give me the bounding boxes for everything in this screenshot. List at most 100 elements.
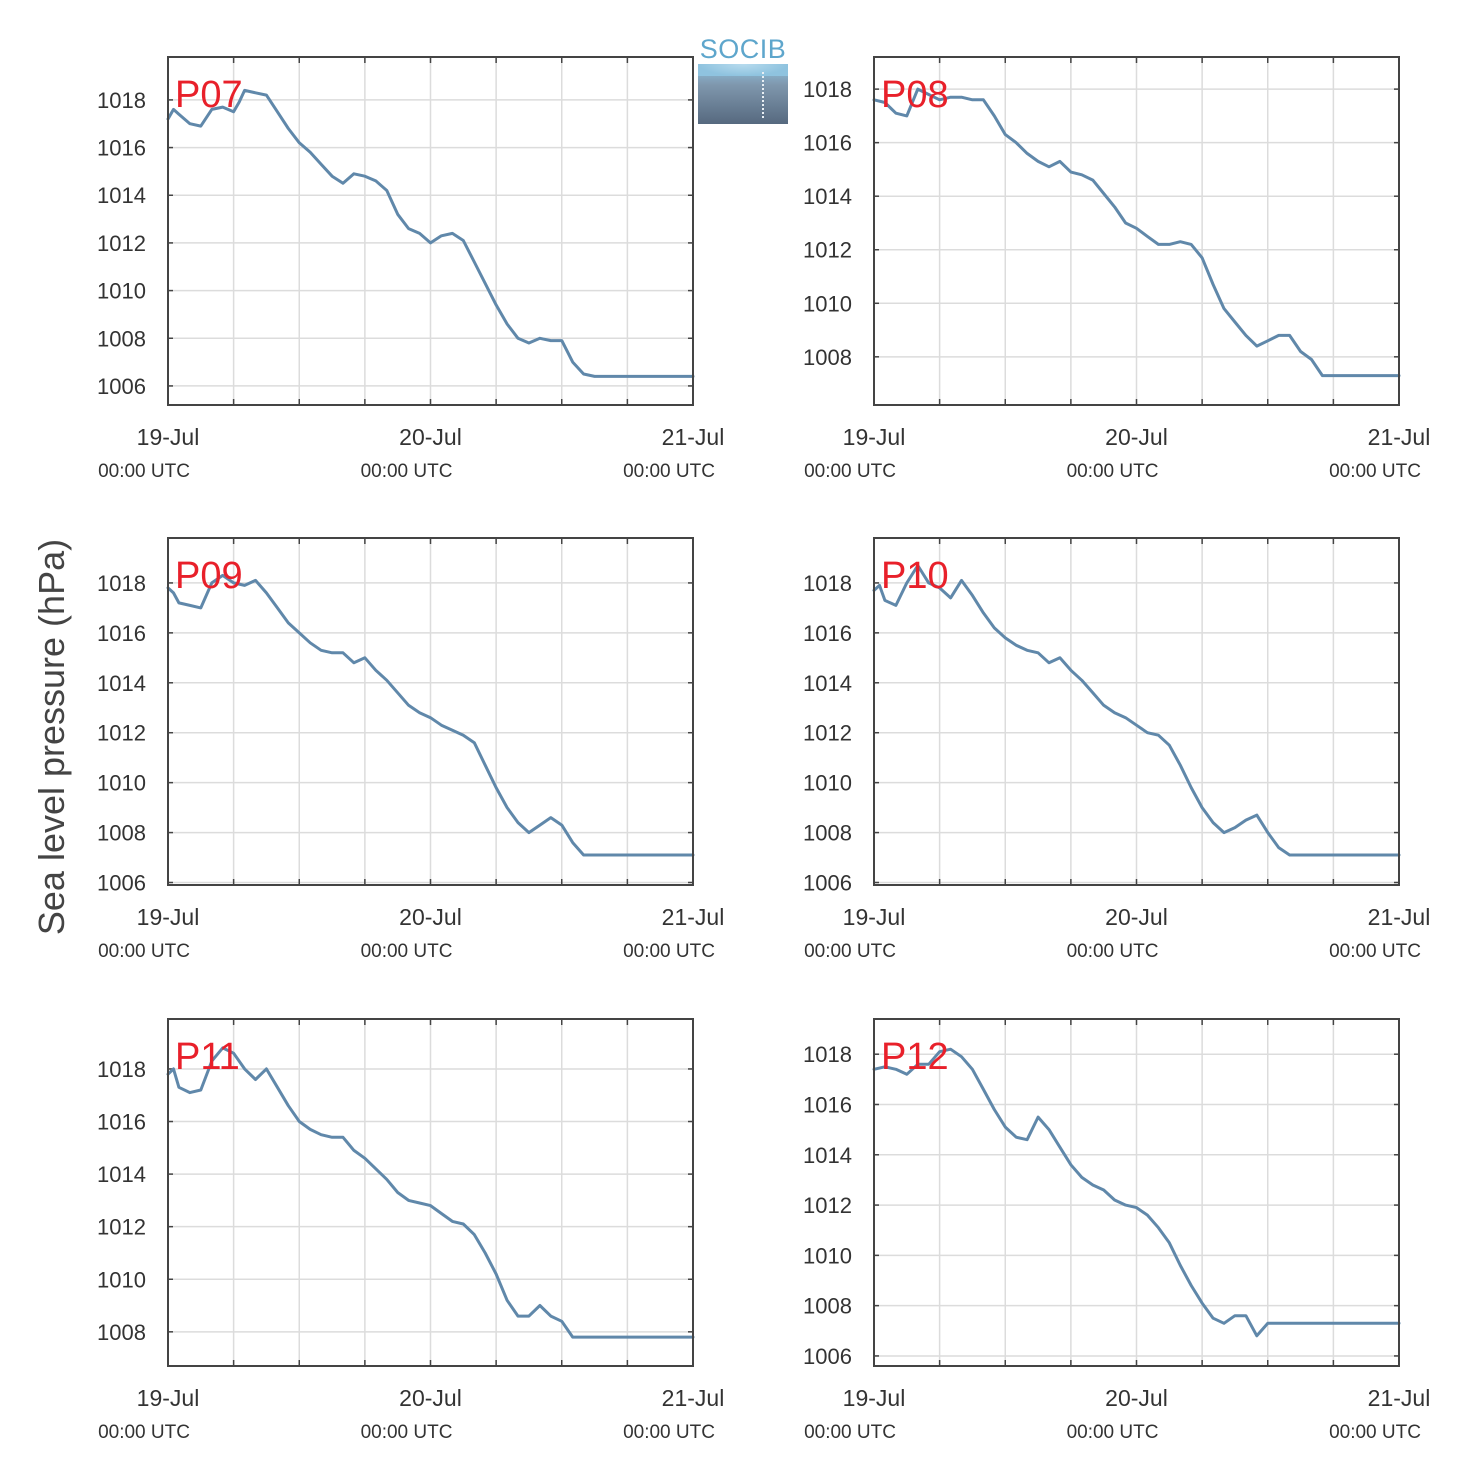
x-tick-label-time: 00:00 UTC xyxy=(1329,461,1421,482)
y-tick-label: 1006 xyxy=(97,871,146,896)
y-tick-label: 1016 xyxy=(803,131,852,156)
y-tick-label: 1008 xyxy=(97,326,146,351)
y-tick-label: 1008 xyxy=(97,821,146,846)
x-tick-label-time: 00:00 UTC xyxy=(623,941,715,962)
y-tick-label: 1016 xyxy=(803,621,852,646)
y-tick-label: 1012 xyxy=(97,721,146,746)
plot-frame xyxy=(167,537,694,886)
y-tick-label: 1012 xyxy=(97,231,146,256)
y-tick-label: 1016 xyxy=(97,136,146,161)
panel-p07: 1006 1008 1010 1012 1014 1016 1018 19-Jul 00:00 … xyxy=(97,56,725,482)
plot-frame xyxy=(873,1018,1400,1367)
y-tick-label: 1018 xyxy=(97,88,146,113)
series-line xyxy=(166,88,695,378)
y-tick-label: 1014 xyxy=(97,183,146,208)
y-tick-label: 1010 xyxy=(803,1243,852,1268)
x-tick-label-time: 00:00 UTC xyxy=(804,941,896,962)
x-tick-label-day: 21-Jul xyxy=(1368,1385,1431,1411)
panel-p10: 1006 1008 1010 1012 1014 1016 1018 19-Jul 00:00 … xyxy=(803,537,1431,962)
y-tick-label: 1016 xyxy=(97,1110,146,1135)
panel-p11: 1008 1010 1012 1014 1016 1018 19-Jul 00:00 UTC 2… xyxy=(97,1018,725,1443)
plot-frame xyxy=(873,537,1400,886)
x-tick-label-day: 21-Jul xyxy=(662,1385,725,1411)
x-tick-label-time: 00:00 UTC xyxy=(623,1422,715,1443)
x-tick-label-day: 20-Jul xyxy=(1105,424,1168,450)
x-tick-label-time: 00:00 UTC xyxy=(1067,941,1159,962)
x-tick-label-day: 20-Jul xyxy=(1105,1385,1168,1411)
logo-text: SOCIB xyxy=(699,34,787,64)
station-label: P09 xyxy=(175,555,243,597)
y-tick-label: 1006 xyxy=(803,1344,852,1369)
x-tick-label-day: 19-Jul xyxy=(843,424,906,450)
x-tick-label-time: 00:00 UTC xyxy=(1329,1422,1421,1443)
plot-frame xyxy=(167,1018,694,1367)
y-tick-label: 1012 xyxy=(803,721,852,746)
x-tick-label-day: 20-Jul xyxy=(399,1385,462,1411)
y-tick-label: 1008 xyxy=(803,345,852,370)
y-tick-label: 1014 xyxy=(97,1162,146,1187)
x-tick-label-time: 00:00 UTC xyxy=(1067,461,1159,482)
series-line xyxy=(166,1046,695,1339)
plot-frame xyxy=(873,56,1400,406)
y-tick-label: 1014 xyxy=(803,1143,852,1168)
x-tick-label-day: 20-Jul xyxy=(399,424,462,450)
series-line xyxy=(166,573,695,857)
socib-logo: SOCIB xyxy=(698,34,788,126)
logo-wave xyxy=(698,64,788,76)
x-tick-label-day: 21-Jul xyxy=(1368,904,1431,930)
x-tick-label-day: 21-Jul xyxy=(1368,424,1431,450)
logo-dashes xyxy=(762,72,764,118)
x-tick-label-time: 00:00 UTC xyxy=(361,941,453,962)
x-tick-label-day: 20-Jul xyxy=(399,904,462,930)
station-label: P10 xyxy=(881,555,949,597)
x-tick-label-time: 00:00 UTC xyxy=(804,461,896,482)
station-label: P08 xyxy=(881,74,949,116)
x-tick-label-time: 00:00 UTC xyxy=(361,1422,453,1443)
series-line xyxy=(872,87,1401,378)
series-line xyxy=(872,1047,1401,1338)
y-tick-label: 1018 xyxy=(803,1042,852,1067)
x-tick-label-time: 00:00 UTC xyxy=(98,461,190,482)
y-tick-label: 1012 xyxy=(97,1215,146,1240)
y-tick-label: 1012 xyxy=(803,1193,852,1218)
y-tick-label: 1016 xyxy=(803,1092,852,1117)
x-tick-label-day: 21-Jul xyxy=(662,424,725,450)
y-tick-label: 1010 xyxy=(803,771,852,796)
station-label: P07 xyxy=(175,74,243,116)
y-tick-label: 1018 xyxy=(97,1057,146,1082)
logo-emblem xyxy=(698,64,788,124)
panel-p12: 1006 1008 1010 1012 1014 1016 1018 19-Jul 00:00 … xyxy=(803,1018,1431,1443)
y-tick-label: 1014 xyxy=(97,671,146,696)
y-tick-label: 1010 xyxy=(97,1267,146,1292)
y-tick-label: 1010 xyxy=(97,279,146,304)
y-tick-label: 1006 xyxy=(803,871,852,896)
y-tick-label: 1018 xyxy=(97,571,146,596)
x-tick-label-time: 00:00 UTC xyxy=(98,941,190,962)
y-tick-label: 1016 xyxy=(97,621,146,646)
x-tick-label-day: 21-Jul xyxy=(662,904,725,930)
x-tick-label-time: 00:00 UTC xyxy=(1067,1422,1159,1443)
x-tick-label-day: 19-Jul xyxy=(843,1385,906,1411)
y-tick-label: 1012 xyxy=(803,238,852,263)
y-tick-label: 1014 xyxy=(803,184,852,209)
y-tick-label: 1018 xyxy=(803,77,852,102)
station-label: P12 xyxy=(881,1036,949,1078)
y-tick-label: 1014 xyxy=(803,671,852,696)
y-tick-label: 1010 xyxy=(803,291,852,316)
y-tick-label: 1010 xyxy=(97,771,146,796)
x-tick-label-time: 00:00 UTC xyxy=(623,461,715,482)
x-tick-label-day: 19-Jul xyxy=(137,904,200,930)
y-tick-label: 1018 xyxy=(803,571,852,596)
y-tick-label: 1008 xyxy=(803,1294,852,1319)
y-tick-label: 1006 xyxy=(97,374,146,399)
panel-p08: 1008 1010 1012 1014 1016 1018 19-Jul 00:00 UTC 2… xyxy=(803,56,1431,482)
x-tick-label-day: 19-Jul xyxy=(843,904,906,930)
x-tick-label-day: 19-Jul xyxy=(137,424,200,450)
x-tick-label-day: 20-Jul xyxy=(1105,904,1168,930)
y-tick-label: 1008 xyxy=(803,821,852,846)
panel-p09: 1006 1008 1010 1012 1014 1016 1018 19-Jul 00:00 … xyxy=(97,537,725,962)
x-tick-label-time: 00:00 UTC xyxy=(361,461,453,482)
station-label: P11 xyxy=(175,1036,240,1078)
